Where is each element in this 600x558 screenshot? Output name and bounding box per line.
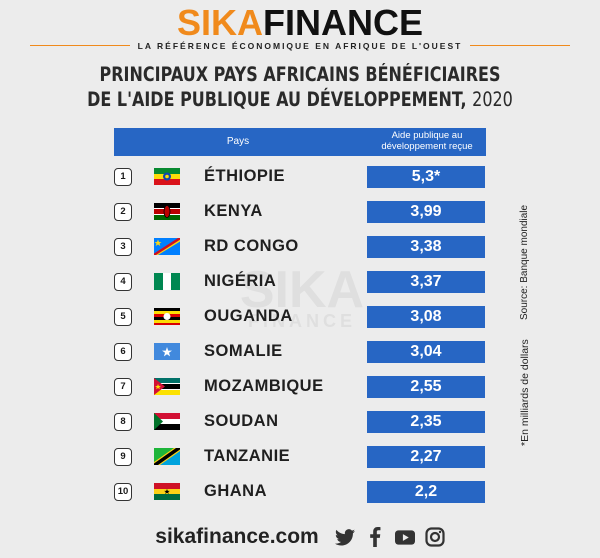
youtube-icon[interactable] bbox=[394, 527, 415, 547]
title-line-1: PRINCIPAUX PAYS AFRICAINS BÉNÉFICIAIRES bbox=[99, 63, 501, 86]
aid-value: 2,55 bbox=[367, 376, 485, 398]
rank-badge: 9 bbox=[114, 448, 132, 466]
flag-kenya-icon bbox=[154, 203, 180, 220]
rank-badge: 1 bbox=[114, 168, 132, 186]
sikafinance-logo: SIKA FINANCE bbox=[0, 2, 600, 43]
flag-ghana-icon bbox=[154, 483, 180, 500]
aid-value: 3,99 bbox=[367, 201, 485, 223]
chart-title: PRINCIPAUX PAYS AFRICAINS BÉNÉFICIAIRES … bbox=[54, 62, 546, 112]
country-name: OUGANDA bbox=[204, 307, 293, 325]
table-row: 4 NIGÉRIA 3,37 bbox=[0, 271, 600, 293]
flag-mozambique-icon bbox=[154, 378, 180, 395]
logo-sika-text: SIKA bbox=[176, 2, 263, 43]
country-name: MOZAMBIQUE bbox=[204, 377, 324, 395]
aid-value: 3,37 bbox=[367, 271, 485, 293]
country-name: SOMALIE bbox=[204, 342, 283, 360]
flag-somalia-icon bbox=[154, 343, 180, 360]
logo-finance-text: FINANCE bbox=[263, 2, 423, 43]
rank-badge: 10 bbox=[114, 483, 132, 501]
aid-value: 2,27 bbox=[367, 446, 485, 468]
flag-ethiopia-icon bbox=[154, 168, 180, 185]
title-year: 2020 bbox=[472, 88, 513, 111]
rank-badge: 6 bbox=[114, 343, 132, 361]
aid-value: 2,2 bbox=[367, 481, 485, 503]
aid-value: 5,3* bbox=[367, 166, 485, 188]
instagram-icon[interactable] bbox=[425, 527, 445, 547]
header-aide-line-1: Aide publique au bbox=[391, 130, 463, 141]
table-row: 7 MOZAMBIQUE 2,55 bbox=[0, 376, 600, 398]
watermark-logo: SIKA FINANCE bbox=[213, 254, 391, 348]
aid-value: 3,38 bbox=[367, 236, 485, 258]
unit-note: *En milliards de dollars bbox=[519, 339, 531, 446]
table-row: 10 GHANA 2,2 bbox=[0, 481, 600, 503]
tagline: LA RÉFÉRENCE ÉCONOMIQUE EN AFRIQUE DE L'… bbox=[137, 41, 463, 51]
country-name: ÉTHIOPIE bbox=[204, 167, 286, 185]
header-aide-line-2: développement reçue bbox=[381, 141, 473, 152]
table-row: 6 SOMALIE 3,04 bbox=[0, 341, 600, 363]
country-name: RD CONGO bbox=[204, 237, 299, 255]
table-row: 5 OUGANDA 3,08 bbox=[0, 306, 600, 328]
table-header: Pays Aide publique au développement reçu… bbox=[114, 128, 486, 156]
country-name: KENYA bbox=[204, 202, 263, 220]
table-row: 2 KENYA 3,99 bbox=[0, 201, 600, 223]
table-row: 8 SOUDAN 2,35 bbox=[0, 411, 600, 433]
tagline-rule-left bbox=[30, 45, 130, 46]
title-line-2: DE L'AIDE PUBLIQUE AU DÉVELOPPEMENT, bbox=[87, 88, 467, 111]
table-row: 1 ÉTHIOPIE 5,3* bbox=[0, 166, 600, 188]
rank-badge: 7 bbox=[114, 378, 132, 396]
rank-badge: 2 bbox=[114, 203, 132, 221]
header-aide: Aide publique au développement reçue bbox=[368, 130, 486, 152]
flag-uganda-icon bbox=[154, 308, 180, 325]
aid-value: 3,08 bbox=[367, 306, 485, 328]
table-row: 3 RD CONGO 3,38 bbox=[0, 236, 600, 258]
flag-tanzania-icon bbox=[154, 448, 180, 465]
aid-value: 3,04 bbox=[367, 341, 485, 363]
country-name: SOUDAN bbox=[204, 412, 279, 430]
rank-badge: 4 bbox=[114, 273, 132, 291]
country-name: NIGÉRIA bbox=[204, 272, 277, 290]
footer: sikafinance.com bbox=[0, 522, 600, 552]
flag-drc-icon bbox=[154, 238, 180, 255]
facebook-icon[interactable] bbox=[365, 527, 385, 547]
tagline-rule-right bbox=[470, 45, 570, 46]
rank-badge: 3 bbox=[114, 238, 132, 256]
aid-value: 2,35 bbox=[367, 411, 485, 433]
country-name: GHANA bbox=[204, 482, 267, 500]
flag-sudan-icon bbox=[154, 413, 180, 430]
country-name: TANZANIE bbox=[204, 447, 291, 465]
rank-badge: 8 bbox=[114, 413, 132, 431]
watermark-sub: FINANCE bbox=[248, 311, 356, 331]
header-pays: Pays bbox=[226, 136, 250, 147]
watermark-main: SIKA bbox=[239, 261, 365, 319]
source-note: Source: Banque mondiale bbox=[519, 204, 530, 320]
flag-nigeria-icon bbox=[154, 273, 180, 290]
rank-badge: 5 bbox=[114, 308, 132, 326]
site-link[interactable]: sikafinance.com bbox=[155, 525, 319, 548]
table-row: 9 TANZANIE 2,27 bbox=[0, 446, 600, 468]
twitter-icon[interactable] bbox=[334, 527, 355, 547]
